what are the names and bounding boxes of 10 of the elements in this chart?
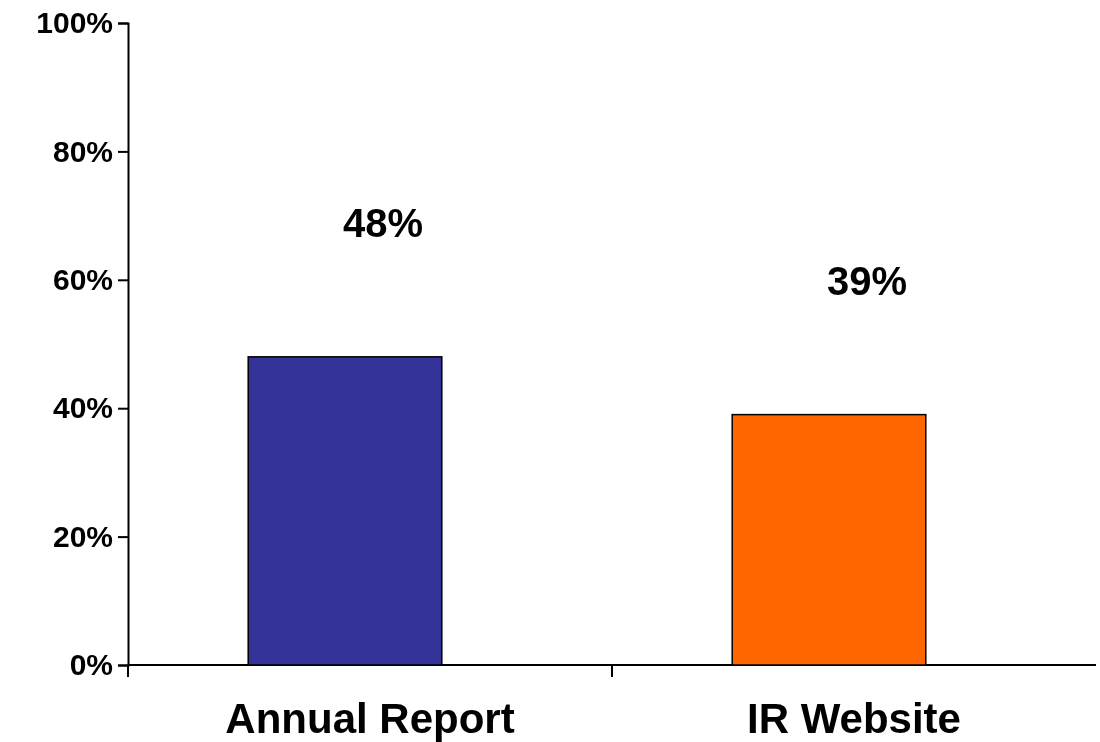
y-tick-label: 20% [52,519,113,553]
data-label: 39% [826,258,908,303]
x-tick-label: Annual Report [225,695,515,742]
y-tick-label: 40% [52,391,113,425]
data-label: 48% [342,200,424,245]
y-tick-label: 80% [52,134,113,168]
y-tick-label: 60% [52,262,113,296]
y-tick-label: 100% [36,6,113,40]
x-tick-label: IR Website [747,695,961,742]
y-tick-label: 0% [69,648,113,682]
